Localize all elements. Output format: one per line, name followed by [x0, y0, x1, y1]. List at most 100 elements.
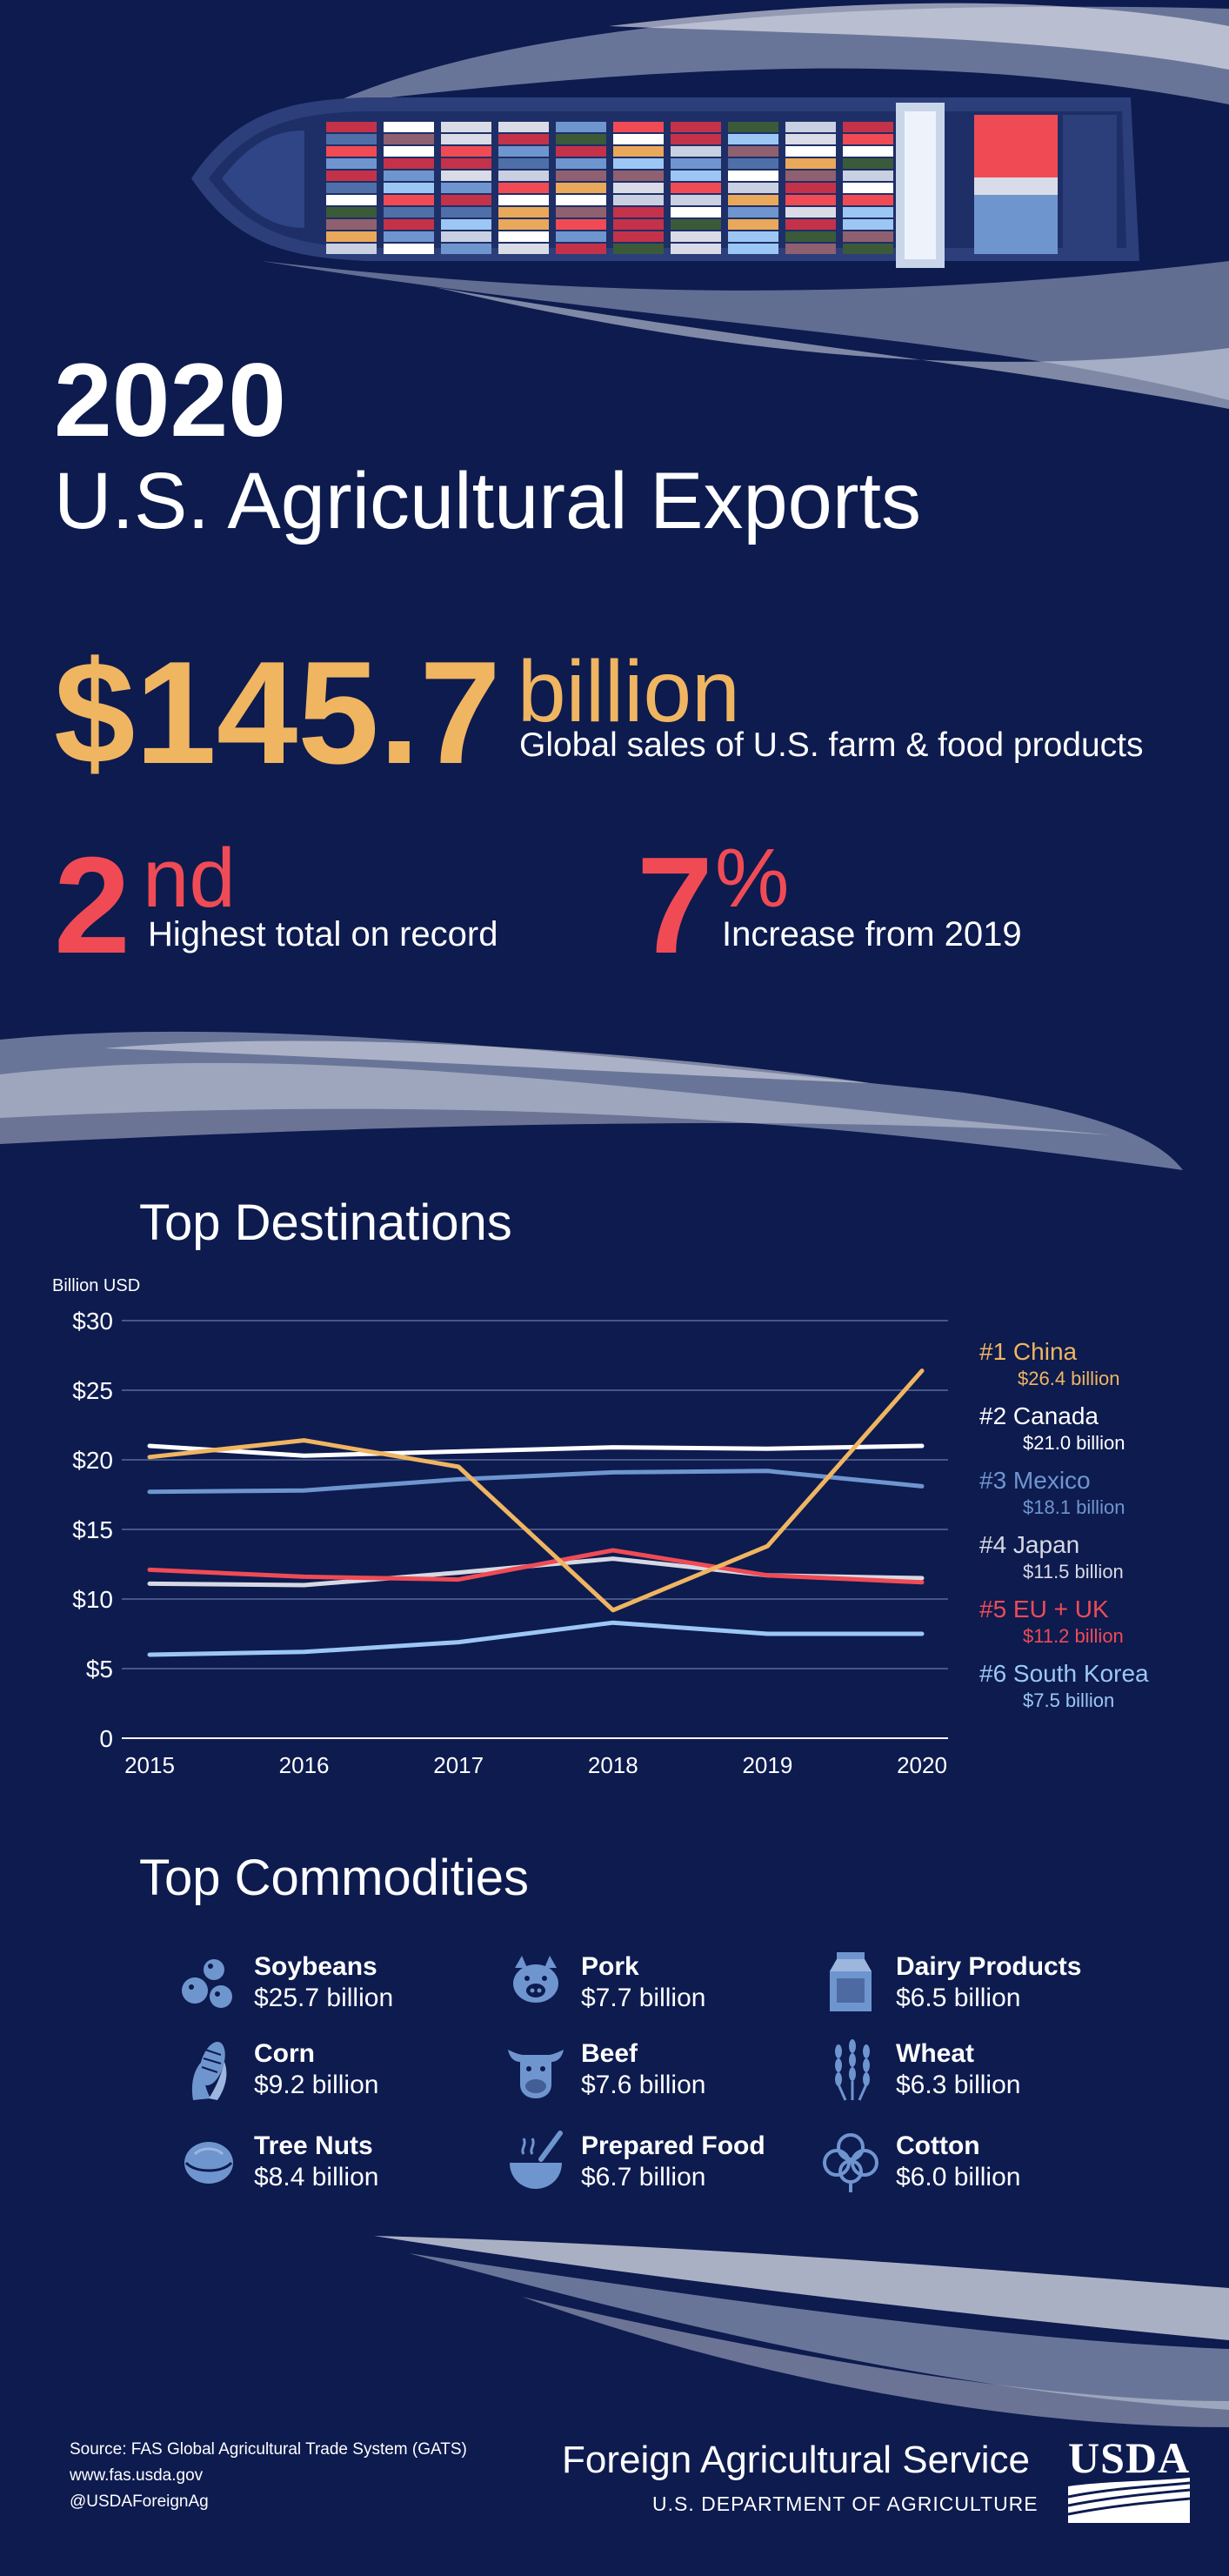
usda-logo: USDA: [1068, 2432, 1190, 2523]
commodity-name: Prepared Food: [581, 2131, 765, 2160]
destinations-line-chart: 0 $5 $10 $15 $20 $25 $30 2015 2016 2017 2018 2019 20…: [72, 1308, 948, 1778]
legend-item-mexico: #3 Mexico $18.1 billion: [979, 1469, 1223, 1529]
commodity-wheat: Wheat $6.3 billion: [818, 2036, 1096, 2105]
commodity-name: Corn: [254, 2039, 315, 2068]
commodity-value: $7.7 billion: [581, 1984, 706, 2012]
legend-item-china: #1 China $26.4 billion: [979, 1340, 1223, 1401]
legend-value-china: $26.4 billion: [1018, 1368, 1120, 1389]
stat-increase: 7 % Increase from 2019: [637, 832, 1124, 975]
milk-carton-icon: [830, 1952, 872, 2011]
commodity-name: Beef: [581, 2039, 638, 2068]
y-tick-label: $5: [86, 1656, 113, 1683]
corn-icon: [191, 2041, 227, 2100]
stat-rank: 2 nd Highest total on record: [54, 832, 541, 975]
department-name: U.S. DEPARTMENT OF AGRICULTURE: [652, 2492, 1039, 2515]
legend-name-eu-uk: #5 EU + UK: [979, 1596, 1109, 1623]
legend-value-canada: $21.0 billion: [1023, 1432, 1125, 1454]
stat-rank-suffix: nd: [143, 832, 236, 925]
series-line-china: [147, 1368, 925, 1613]
x-tick-label: 2017: [433, 1752, 484, 1778]
x-tick-label: 2019: [742, 1752, 792, 1778]
stat-rank-description: Highest total on record: [148, 915, 498, 953]
report-year: 2020: [54, 342, 286, 458]
legend-value-mexico: $18.1 billion: [1023, 1496, 1125, 1518]
commodity-value: $9.2 billion: [254, 2071, 379, 2099]
commodity-value: $6.5 billion: [896, 1984, 1021, 2012]
total-description: Global sales of U.S. farm & food product…: [519, 726, 1144, 764]
y-tick-label: $30: [72, 1308, 113, 1335]
legend-name-canada: #2 Canada: [979, 1402, 1099, 1429]
report-title: U.S. Agricultural Exports: [54, 457, 922, 545]
stat-increase-suffix: %: [715, 832, 790, 925]
usda-logo-field-icon: [1068, 2478, 1190, 2523]
series-line-japan: [147, 1556, 925, 1588]
commodity-value: $6.0 billion: [896, 2163, 1021, 2191]
legend-name-japan: #4 Japan: [979, 1531, 1080, 1558]
commodity-name: Cotton: [896, 2131, 980, 2160]
commodity-value: $6.7 billion: [581, 2163, 706, 2191]
commodity-corn: Corn $9.2 billion: [176, 2036, 454, 2105]
legend-value-japan: $11.5 billion: [1023, 1561, 1124, 1582]
y-tick-label: $15: [72, 1516, 113, 1543]
commodity-prepared-food: Prepared Food $6.7 billion: [503, 2128, 781, 2198]
commodity-value: $25.7 billion: [254, 1984, 394, 2012]
y-tick-label: $10: [72, 1586, 113, 1613]
nut-icon: [184, 2142, 233, 2184]
series-line-canada: [147, 1443, 925, 1458]
wave-divider-top: [0, 1031, 1183, 1170]
x-tick-label: 2016: [279, 1752, 330, 1778]
commodity-cotton: Cotton $6.0 billion: [818, 2128, 1096, 2198]
commodity-name: Dairy Products: [896, 1952, 1082, 1981]
legend-value-eu-uk: $11.2 billion: [1023, 1625, 1124, 1647]
series-line-mexico: [147, 1469, 925, 1495]
stat-increase-description: Increase from 2019: [722, 915, 1022, 953]
cow-icon: [508, 2050, 564, 2098]
total-unit: billion: [518, 643, 740, 740]
wheat-icon: [835, 2039, 870, 2101]
soybeans-icon: [182, 1959, 232, 2008]
y-tick-label: $25: [72, 1377, 113, 1404]
commodity-tree-nuts: Tree Nuts $8.4 billion: [176, 2128, 454, 2198]
legend-value-south-korea: $7.5 billion: [1023, 1689, 1115, 1711]
wave-divider-bottom: [374, 2236, 1229, 2427]
footer-social-handle[interactable]: @USDAForeignAg: [70, 2492, 209, 2511]
bowl-icon: [510, 2131, 563, 2189]
cotton-icon: [823, 2133, 878, 2192]
legend-item-japan: #4 Japan $11.5 billion: [979, 1533, 1223, 1594]
commodity-value: $7.6 billion: [581, 2071, 706, 2099]
commodities-title: Top Commodities: [139, 1850, 530, 1906]
commodity-soybeans: Soybeans $25.7 billion: [176, 1949, 454, 2018]
footer-website[interactable]: www.fas.usda.gov: [70, 2466, 204, 2485]
series-line-eu-uk: [147, 1548, 925, 1585]
commodity-pork: Pork $7.7 billion: [503, 1949, 781, 2018]
y-tick-label: 0: [99, 1725, 113, 1752]
destinations-legend: #1 China $26.4 billion #2 Canada $21.0 b…: [979, 1340, 1223, 1723]
usda-logo-text: USDA: [1068, 2433, 1191, 2482]
commodity-value: $6.3 billion: [896, 2071, 1021, 2099]
commodity-name: Wheat: [896, 2039, 974, 2068]
x-tick-label: 2018: [588, 1752, 638, 1778]
pig-icon: [513, 1956, 558, 2003]
destinations-title: Top Destinations: [139, 1194, 512, 1251]
legend-item-canada: #2 Canada $21.0 billion: [979, 1404, 1223, 1465]
commodity-name: Soybeans: [254, 1952, 377, 1981]
commodity-name: Tree Nuts: [254, 2131, 373, 2160]
footer-source: Source: FAS Global Agricultural Trade Sy…: [70, 2440, 467, 2459]
series-line-south-korea: [147, 1620, 925, 1657]
commodity-beef: Beef $7.6 billion: [503, 2036, 781, 2105]
y-tick-label: $20: [72, 1447, 113, 1474]
commodity-value: $8.4 billion: [254, 2163, 379, 2191]
x-tick-label: 2020: [897, 1752, 947, 1778]
legend-name-china: #1 China: [979, 1338, 1078, 1365]
stat-increase-number: 7: [637, 829, 713, 982]
cargo-ship-illustration: [191, 3, 1229, 409]
legend-name-mexico: #3 Mexico: [979, 1467, 1091, 1494]
legend-name-south-korea: #6 South Korea: [979, 1660, 1149, 1687]
total-amount: $145.7: [54, 631, 501, 794]
legend-item-south-korea: #6 South Korea $7.5 billion: [979, 1662, 1223, 1723]
legend-item-eu-uk: #5 EU + UK $11.2 billion: [979, 1597, 1223, 1658]
chart-y-axis-label: Billion USD: [52, 1276, 141, 1295]
commodity-name: Pork: [581, 1952, 639, 1981]
stat-rank-number: 2: [54, 829, 130, 982]
x-tick-label: 2015: [124, 1752, 175, 1778]
